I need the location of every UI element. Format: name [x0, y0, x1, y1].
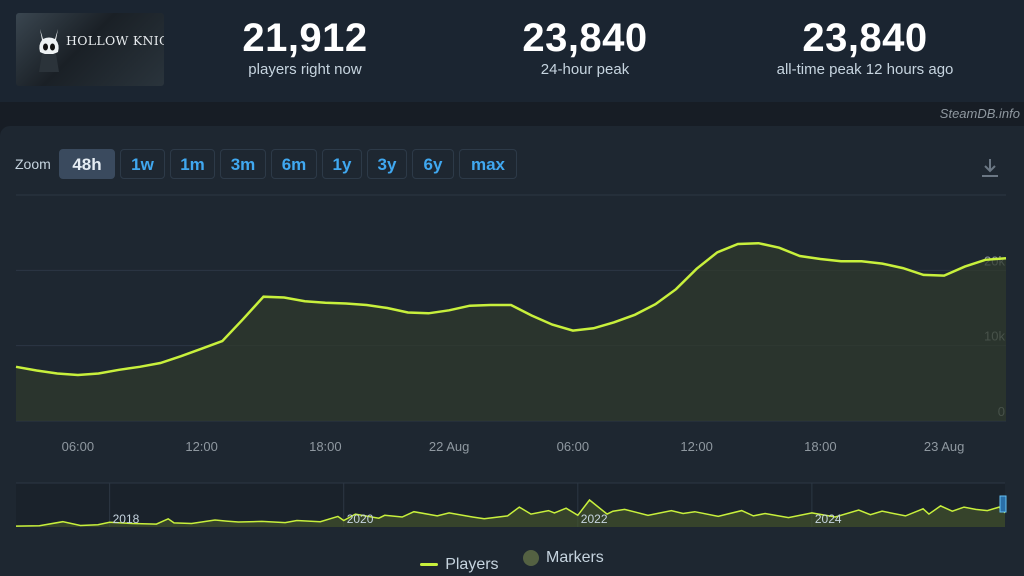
zoom-3m-button[interactable]: 3m [220, 149, 266, 179]
navigator-year-label: 2024 [815, 512, 842, 526]
navigator-year-label: 2018 [113, 512, 140, 526]
stat-label: all-time peak 12 hours ago [776, 61, 954, 78]
players-line-icon [420, 563, 439, 566]
cover-title: HOLLOW KNIGHT [66, 33, 164, 48]
chart-legend: Players Markers [0, 549, 1024, 574]
navigator-area [16, 500, 1005, 527]
zoom-48h-button[interactable]: 48h [59, 149, 115, 179]
stats-header: HOLLOW KNIGHT 21,912 players right now 2… [0, 0, 1024, 102]
legend-markers-label: Markers [546, 549, 604, 566]
legend-markers[interactable]: Markers [523, 549, 604, 567]
zoom-6y-button[interactable]: 6y [412, 149, 454, 179]
zoom-max-button[interactable]: max [459, 149, 517, 179]
zoom-6m-button[interactable]: 6m [271, 149, 317, 179]
x-tick-label: 06:00 [62, 439, 95, 454]
hollow-knight-icon [39, 29, 59, 72]
zoom-1m-button[interactable]: 1m [170, 149, 215, 179]
navigator-x-axis: 2018 2020 2022 2024 [113, 512, 842, 526]
x-tick-label: 22 Aug [429, 439, 470, 454]
zoom-3y-button[interactable]: 3y [367, 149, 407, 179]
zoom-1w-button[interactable]: 1w [120, 149, 165, 179]
stat-label: 24-hour peak [540, 61, 630, 78]
navigator-year-label: 2020 [347, 512, 374, 526]
stat-value: 23,840 [522, 16, 648, 60]
stat-value: 21,912 [242, 16, 368, 60]
players-area-fill [16, 243, 1006, 421]
x-tick-label: 18:00 [309, 439, 342, 454]
x-tick-label: 18:00 [804, 439, 837, 454]
x-tick-label: 12:00 [185, 439, 218, 454]
players-line [15, 241, 1007, 377]
main-chart-x-axis: 06:00 12:00 18:00 22 Aug 06:00 12:00 18:00 23 A… [62, 439, 965, 454]
zoom-1y-button[interactable]: 1y [322, 149, 362, 179]
stat-24h-peak: 23,840 24-hour peak [465, 16, 705, 80]
zoom-label: Zoom [15, 156, 51, 172]
download-icon[interactable] [978, 156, 1002, 180]
legend-players-label: Players [445, 555, 499, 573]
x-tick-label: 12:00 [680, 439, 713, 454]
x-tick-label: 23 Aug [924, 439, 965, 454]
markers-dot-icon [523, 550, 540, 566]
legend-players[interactable]: Players [420, 555, 499, 574]
navigator-line [15, 498, 1006, 527]
stat-label: players right now [248, 61, 362, 78]
x-tick-label: 06:00 [557, 439, 590, 454]
navigator-year-label: 2022 [581, 512, 608, 526]
navigator-handle[interactable] [999, 495, 1007, 513]
steamdb-credit[interactable]: SteamDB.info [939, 106, 1020, 121]
game-cover-image[interactable]: HOLLOW KNIGHT [16, 13, 164, 86]
stat-all-time-peak: 23,840 all-time peak 12 hours ago [745, 16, 985, 80]
stat-players-now: 21,912 players right now [185, 16, 425, 80]
stat-value: 23,840 [802, 16, 928, 60]
